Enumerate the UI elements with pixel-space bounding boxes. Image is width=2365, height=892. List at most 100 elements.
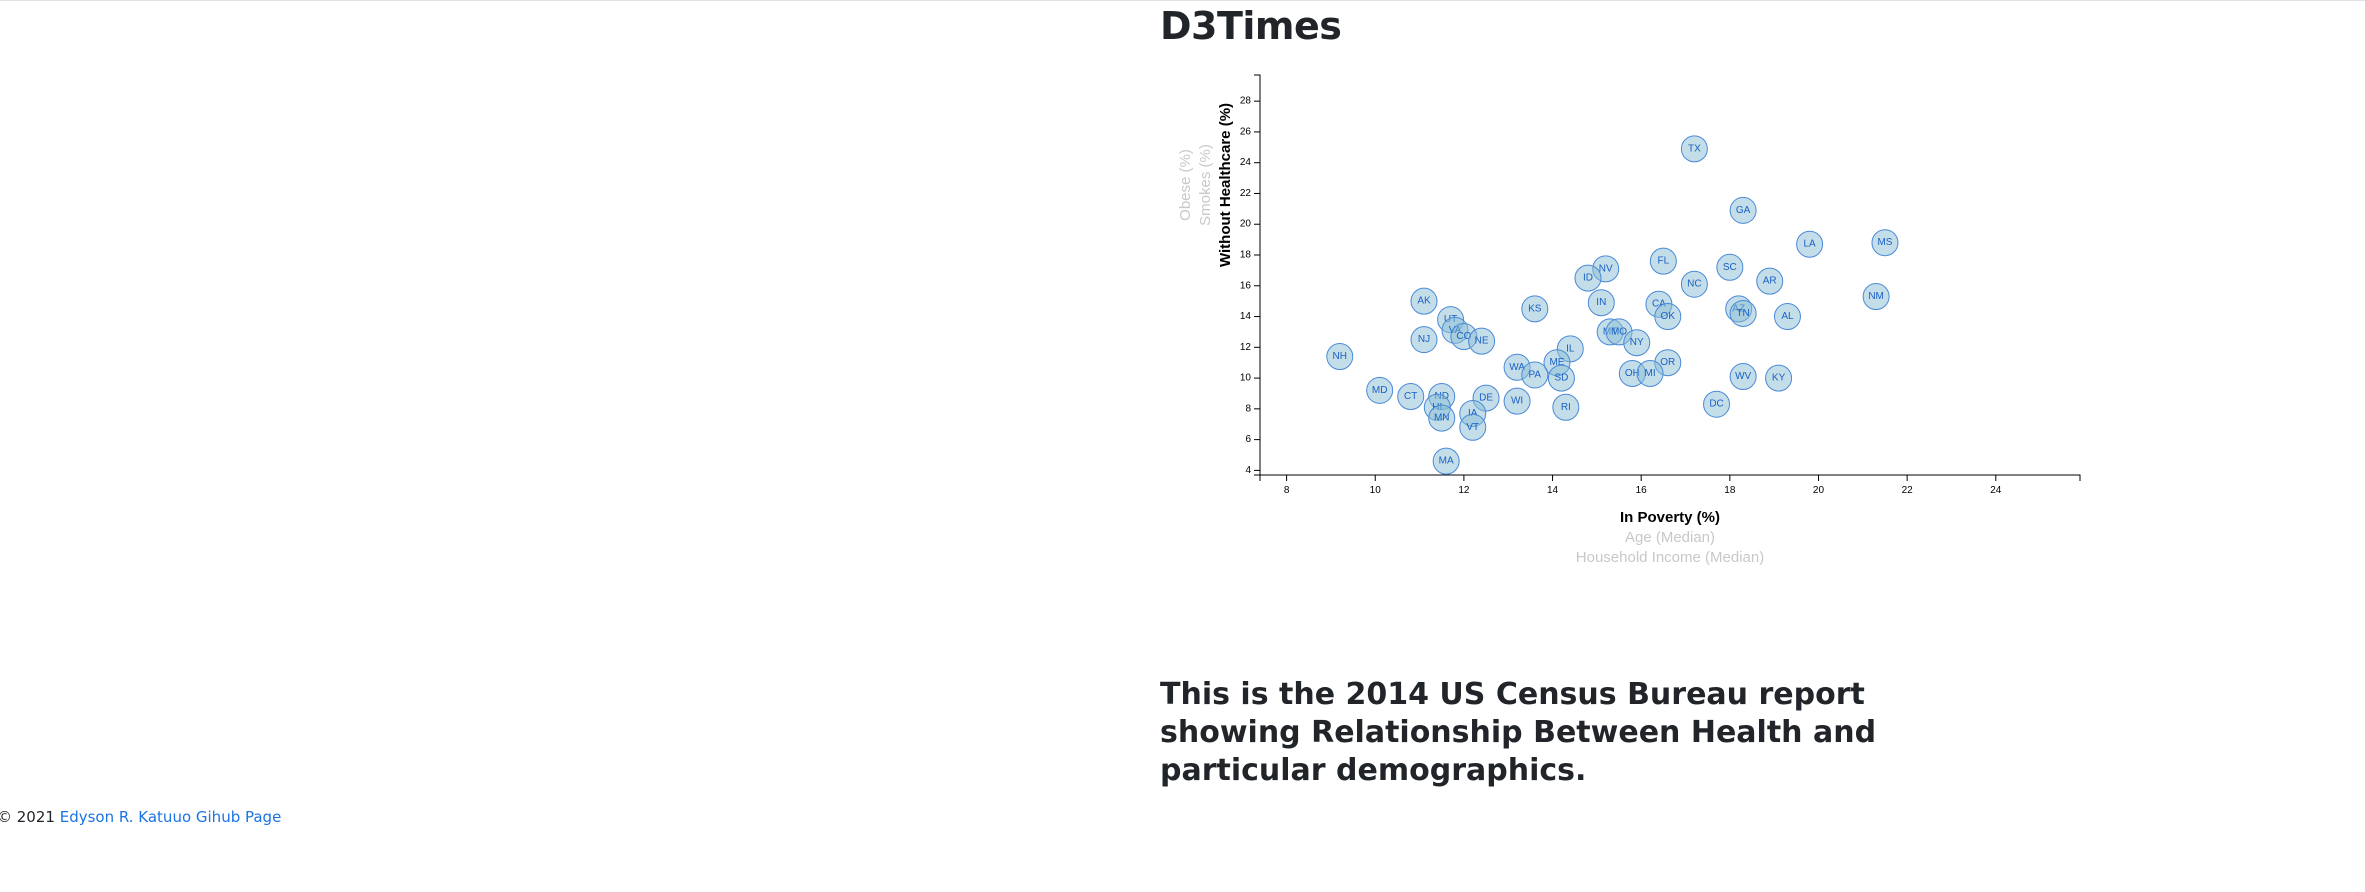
state-label: DC xyxy=(1709,399,1723,410)
x-tick-label: 16 xyxy=(1636,485,1648,496)
state-label: KS xyxy=(1528,303,1542,314)
state-label: OK xyxy=(1661,311,1676,322)
y-tick-label: 4 xyxy=(1245,465,1251,476)
copyright-text: © 2021 xyxy=(0,808,60,826)
y-tick-label: 10 xyxy=(1240,373,1252,384)
state-label: IL xyxy=(1566,343,1575,354)
y-tick-label: 20 xyxy=(1240,219,1252,230)
x-tick-label: 12 xyxy=(1458,485,1470,496)
state-point xyxy=(1649,247,1677,275)
state-label: WV xyxy=(1735,371,1751,382)
state-label: OR xyxy=(1660,357,1675,368)
github-page-link[interactable]: Edyson R. Katuuo Gihub Page xyxy=(59,808,282,826)
state-point xyxy=(1574,264,1602,292)
state-point xyxy=(1871,229,1899,257)
state-label: GA xyxy=(1736,205,1751,216)
state-label: NH xyxy=(1333,351,1347,362)
y-tick-label: 12 xyxy=(1240,342,1252,353)
x-tick-label: 14 xyxy=(1547,485,1559,496)
state-label: TX xyxy=(1688,143,1701,154)
x-axis-title: In Poverty (%) xyxy=(1620,509,1720,526)
state-point xyxy=(1729,196,1757,224)
x-tick-label: 8 xyxy=(1284,485,1290,496)
x-tick-label: 18 xyxy=(1724,485,1736,496)
y-axis: 4 6 8 10 12 14 16 18 20 22 24 26 28 xyxy=(1240,74,1261,476)
state-label: CO xyxy=(1456,331,1471,342)
y-tick-label: 22 xyxy=(1240,188,1252,199)
state-label: AK xyxy=(1417,296,1431,307)
scatter-chart: 8 10 12 14 16 18 20 22 24 4 6 8 10 12 14 16 18 20 22 24 26 2… xyxy=(1177,74,2081,566)
state-label: SD xyxy=(1554,373,1568,384)
state-label: MO xyxy=(1611,326,1627,337)
state-point xyxy=(1521,361,1549,389)
state-point xyxy=(1654,303,1682,331)
state-point xyxy=(1552,393,1580,421)
y-tick-label: 16 xyxy=(1240,280,1252,291)
state-label: AL xyxy=(1781,311,1794,322)
state-label: NC xyxy=(1687,279,1701,290)
y-tick-label: 24 xyxy=(1240,157,1252,168)
state-label: MS xyxy=(1877,237,1892,248)
state-label: MN xyxy=(1434,413,1450,424)
x-tick-label: 22 xyxy=(1902,485,1914,496)
state-label: OH xyxy=(1625,368,1640,379)
state-point xyxy=(1428,404,1456,432)
state-label: NY xyxy=(1630,337,1644,348)
state-label: NV xyxy=(1599,263,1613,274)
state-point xyxy=(1503,387,1531,415)
y-tick-label: 18 xyxy=(1240,250,1252,261)
chart-caption: This is the 2014 US Census Bureau report… xyxy=(1160,677,1877,788)
state-point xyxy=(1410,326,1438,354)
state-label: NM xyxy=(1868,291,1884,302)
state-point xyxy=(1796,230,1824,258)
state-point xyxy=(1623,329,1651,357)
state-label: ID xyxy=(1583,273,1593,284)
y-tick-label: 6 xyxy=(1245,434,1251,445)
state-point xyxy=(1680,270,1708,298)
state-label: SC xyxy=(1723,262,1737,273)
state-point xyxy=(1636,359,1664,387)
state-point xyxy=(1326,343,1354,371)
y-tick-label: 8 xyxy=(1245,403,1251,414)
state-point xyxy=(1547,364,1575,392)
x-tick-label: 24 xyxy=(1990,485,2002,496)
state-point xyxy=(1432,447,1460,475)
state-label: CT xyxy=(1404,391,1417,402)
state-point xyxy=(1756,267,1784,295)
state-label: KY xyxy=(1772,373,1786,384)
state-point xyxy=(1459,413,1487,441)
state-point xyxy=(1587,289,1615,317)
state-label: ME xyxy=(1549,357,1564,368)
y-axis-line xyxy=(1254,74,1261,476)
state-label: AR xyxy=(1763,276,1777,287)
state-point xyxy=(1765,364,1793,392)
state-point xyxy=(1397,383,1425,411)
footer: © 2021 Edyson R. Katuuo Gihub Page xyxy=(0,808,281,826)
state-point xyxy=(1468,327,1496,355)
state-label: IN xyxy=(1596,297,1606,308)
y-tick-label: 14 xyxy=(1240,311,1252,322)
state-label: VT xyxy=(1466,422,1479,433)
state-point xyxy=(1410,287,1438,315)
x-axis-line xyxy=(1259,474,2081,481)
y-tick-label: 26 xyxy=(1240,126,1252,137)
state-point xyxy=(1680,135,1708,163)
y-axis-alt-title: Smokes (%) xyxy=(1197,144,1214,226)
y-axis-title: Without Healthcare (%) xyxy=(1217,103,1234,267)
state-label: WA xyxy=(1509,362,1525,373)
state-label: CA xyxy=(1652,299,1666,310)
page-title: D3Times xyxy=(1160,4,1342,48)
y-axis-alt-title: Obese (%) xyxy=(1177,149,1194,221)
y-axis-labels: Without Healthcare (%)Smokes (%)Obese (%… xyxy=(1177,103,1234,267)
state-point xyxy=(1862,283,1890,311)
state-label: MA xyxy=(1439,456,1454,467)
y-tick-label: 28 xyxy=(1240,96,1252,107)
state-point xyxy=(1716,253,1744,281)
x-axis-alt-title: Household Income (Median) xyxy=(1576,549,1764,566)
top-border xyxy=(0,0,2365,1)
state-label: LA xyxy=(1804,239,1817,250)
state-label: MD xyxy=(1372,385,1388,396)
state-label: TN xyxy=(1736,308,1749,319)
state-label: MI xyxy=(1644,368,1655,379)
state-point xyxy=(1729,363,1757,391)
